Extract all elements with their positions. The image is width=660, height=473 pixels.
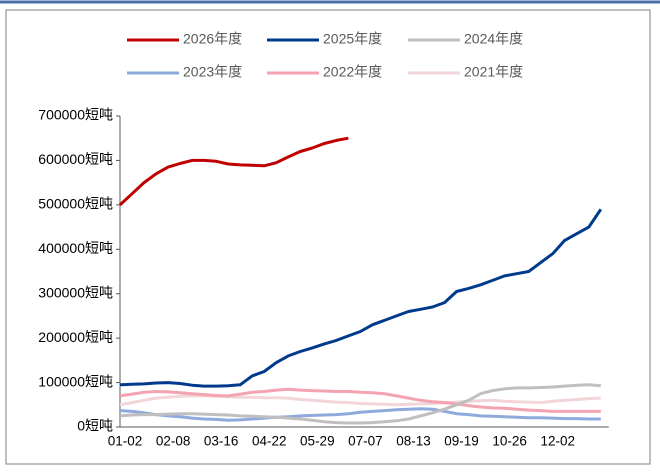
x-tick-label: 09-19: [444, 434, 479, 449]
x-tick-label: 05-29: [300, 434, 335, 449]
y-tick-label: 100000短吨: [38, 373, 113, 389]
y-tick-label: 300000短吨: [38, 284, 113, 300]
series-line: [119, 383, 601, 425]
legend-label: 2024年度: [464, 31, 523, 47]
x-tick-label: 12-02: [540, 434, 575, 449]
series-line: [119, 407, 601, 422]
legend-label: 2022年度: [323, 64, 382, 80]
series-line: [119, 394, 601, 407]
y-tick-label: 700000短吨: [38, 107, 113, 123]
series-line: [119, 208, 603, 388]
x-tick-label: 08-13: [396, 434, 431, 449]
x-tick-label: 07-07: [348, 434, 383, 449]
y-tick-label: 200000短吨: [38, 329, 113, 345]
frame: [5, 9, 651, 465]
y-tick-label: 600000短吨: [38, 151, 113, 167]
x-tick-label: 10-26: [492, 434, 527, 449]
y-tick-label: 400000短吨: [38, 240, 113, 256]
x-tick-label: 01-02: [108, 434, 143, 449]
legend-label: 2025年度: [323, 31, 382, 47]
series-line: [118, 136, 349, 207]
legend-label: 2023年度: [183, 64, 242, 80]
legend-label: 2026年度: [183, 31, 242, 47]
legend-label: 2021年度: [464, 64, 523, 80]
x-tick-label: 02-08: [156, 434, 191, 449]
series-line: [119, 387, 601, 413]
x-tick-label: 03-16: [204, 434, 239, 449]
y-tick-label: 500000短吨: [38, 196, 113, 212]
x-tick-label: 04-22: [252, 434, 287, 449]
y-tick-label: 0短吨: [77, 418, 113, 434]
